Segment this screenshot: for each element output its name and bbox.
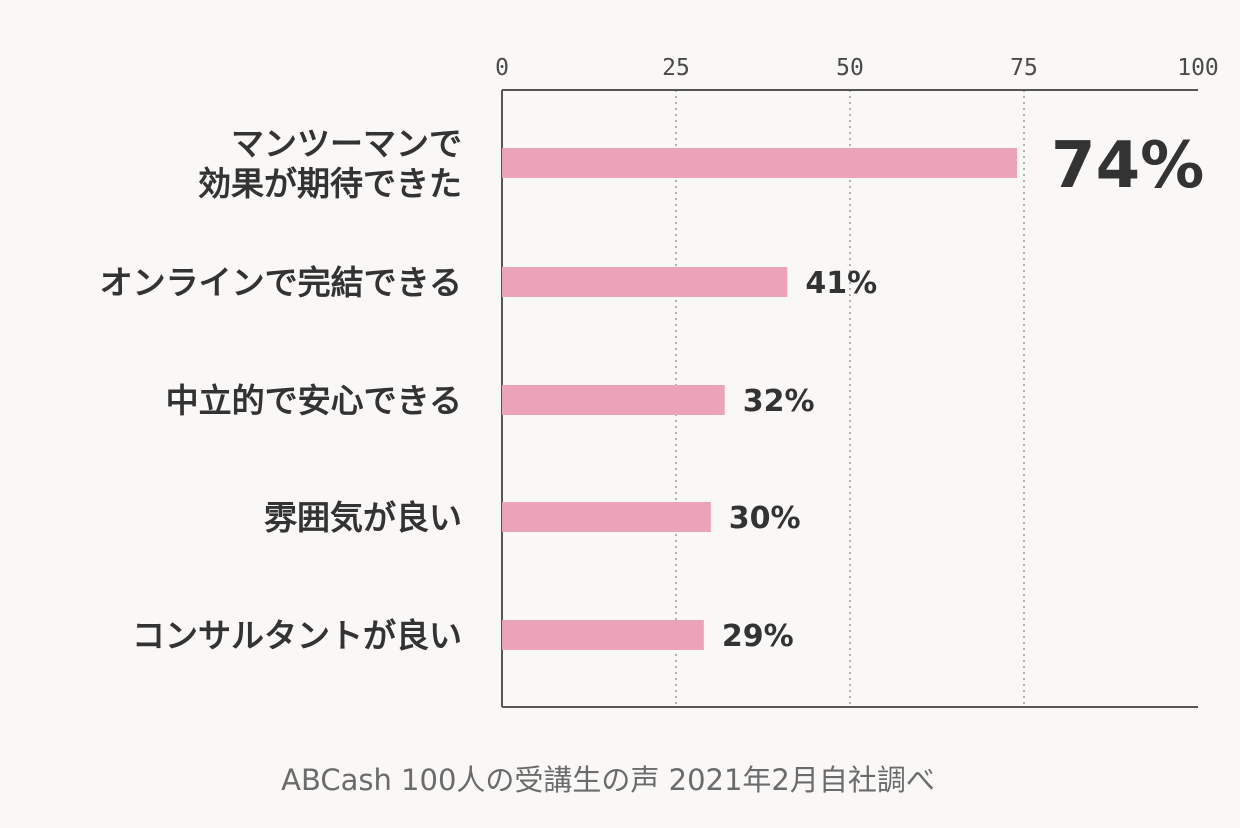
- value-label-3: 30%: [729, 501, 801, 536]
- value-label-0: 74%: [1051, 129, 1204, 203]
- tick-label-50: 50: [836, 55, 864, 81]
- category-label-4: コンサルタントが良い: [132, 616, 462, 655]
- category-label-0-line-0: マンツーマンで: [231, 124, 462, 163]
- tick-label-25: 25: [662, 55, 690, 81]
- category-label-0-line-1: 効果が期待できた: [198, 164, 462, 203]
- category-label-3: 雰囲気が良い: [264, 498, 462, 537]
- bar-1: [502, 267, 788, 297]
- value-label-4: 29%: [722, 619, 794, 654]
- category-label-2: 中立的で安心できる: [166, 381, 462, 420]
- tick-label-0: 0: [495, 55, 509, 81]
- tick-label-100: 100: [1177, 55, 1219, 81]
- bar-0: [502, 148, 1018, 178]
- bar-2: [502, 385, 725, 415]
- category-label-1: オンラインで完結できる: [100, 263, 462, 302]
- value-label-2: 32%: [743, 384, 815, 419]
- bar-4: [502, 620, 704, 650]
- value-label-1: 41%: [805, 266, 877, 301]
- tick-label-75: 75: [1010, 55, 1038, 81]
- chart-caption: ABCash 100人の受講生の声 2021年2月自社調べ: [281, 763, 935, 797]
- bar-3: [502, 502, 711, 532]
